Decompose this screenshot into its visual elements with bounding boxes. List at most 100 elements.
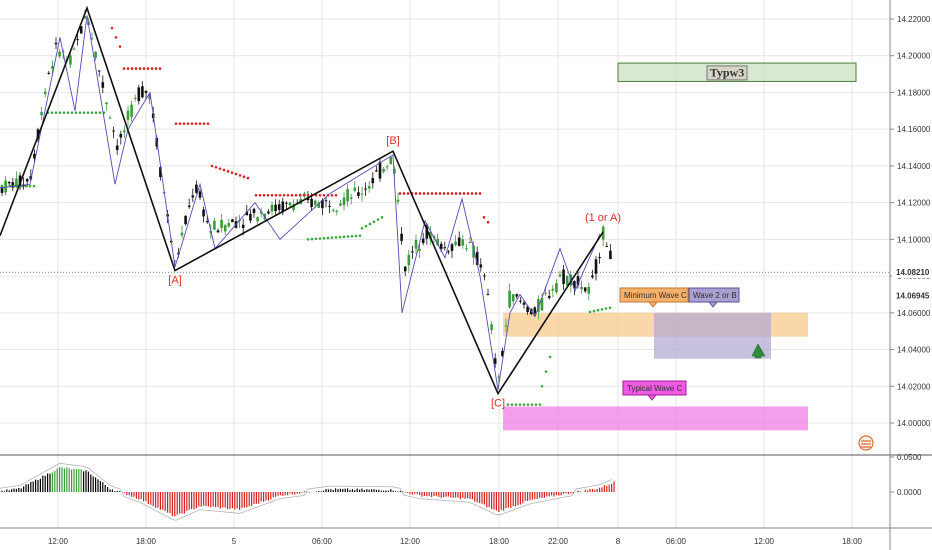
y-tick-label: 14.12000 — [897, 199, 931, 208]
sar-dot — [406, 192, 410, 195]
candle-body — [18, 175, 22, 187]
sar-dot — [74, 111, 78, 114]
candle-body — [33, 153, 36, 159]
sar-dot — [210, 164, 214, 168]
sar-dot — [330, 193, 334, 197]
sar-dot — [66, 111, 70, 114]
candle-body — [389, 156, 393, 165]
typw3-label-box — [706, 65, 748, 81]
sar-dot — [242, 175, 246, 179]
sar-dot — [434, 192, 438, 195]
candle-body — [511, 294, 515, 302]
candle-body — [393, 168, 396, 174]
sar-dot — [372, 220, 376, 224]
candle-body — [526, 306, 529, 312]
sar-dot — [450, 192, 454, 195]
elliott-waves — [0, 5, 604, 396]
candle-body — [180, 232, 184, 236]
sar-dot — [0, 184, 4, 188]
candle-body — [25, 179, 29, 182]
price-label: 14.08210 — [896, 268, 930, 277]
candle-body — [90, 38, 94, 40]
sar-dot — [478, 192, 482, 195]
callout-pointer — [707, 301, 719, 308]
sar-dot — [548, 355, 552, 359]
osc-tick-label: 0.0000 — [897, 488, 922, 497]
wave-labels: [A] [B] [C] (1 or A) — [168, 135, 621, 410]
candle-body — [173, 260, 177, 262]
candle-body — [411, 251, 414, 253]
candle-body — [267, 211, 270, 214]
sar-dot — [118, 45, 122, 48]
candle-body — [29, 175, 33, 180]
candle-body — [58, 51, 61, 57]
sar-dot — [114, 36, 118, 39]
candle-body — [54, 42, 58, 45]
price-label-box — [892, 266, 932, 279]
candle-body — [245, 211, 249, 216]
candle-body — [83, 16, 87, 19]
sar-dot — [534, 403, 538, 406]
sar-dot — [290, 193, 294, 197]
y-tick-label: 14.18000 — [897, 88, 931, 97]
candle-body — [472, 245, 475, 258]
callout-label: Typical Wave C — [627, 384, 682, 393]
sar-dot — [306, 193, 310, 197]
sar-dot — [270, 193, 274, 197]
candle-body — [292, 204, 295, 210]
candle-body — [504, 325, 508, 327]
wave-label: [A] — [168, 274, 181, 286]
candle-body — [490, 324, 493, 331]
sar-dot — [592, 309, 596, 313]
target-zones: Typw3 Minimum Wave C Wave 2 or B Typical Wa… — [503, 62, 857, 431]
candle-body — [598, 256, 601, 259]
sar-dot — [234, 172, 238, 176]
candle-body — [126, 110, 130, 120]
sar-dot — [350, 234, 354, 238]
sar-dot — [442, 192, 446, 195]
sar-dot — [474, 192, 478, 195]
sar-dot — [380, 216, 384, 219]
candle-body — [306, 197, 310, 201]
candle-body — [583, 287, 587, 292]
candle-body — [43, 91, 47, 95]
candle-body — [551, 288, 555, 291]
candle-body — [15, 178, 18, 188]
candle-body — [562, 269, 565, 284]
candle-body — [349, 197, 353, 199]
wave-label: (1 or A) — [585, 212, 621, 224]
sar-dot — [402, 192, 406, 195]
candle-body — [533, 307, 537, 314]
callout-label: Wave 2 or B — [693, 291, 737, 300]
candle-body — [421, 238, 425, 244]
candle-body — [213, 220, 216, 230]
candle-body — [364, 188, 367, 190]
sar-dot — [254, 193, 258, 197]
candle-body — [357, 192, 360, 196]
sar-dot — [158, 67, 162, 70]
sar-dot — [466, 192, 470, 195]
sar-dot — [600, 308, 604, 311]
up-arrow-icon — [751, 343, 766, 359]
candle-body — [486, 293, 490, 295]
sar-dot — [70, 111, 74, 114]
sar-dot — [278, 193, 282, 197]
sar-dot — [226, 170, 230, 173]
x-tick-label: 12:00 — [48, 537, 69, 546]
x-tick-label: 12:00 — [400, 537, 421, 546]
sar-dot — [430, 192, 434, 195]
candle-body — [40, 112, 43, 116]
candle-body — [522, 302, 526, 305]
y-tick-label: 14.02000 — [897, 382, 931, 391]
candle-body — [443, 247, 447, 249]
candle-body — [227, 223, 231, 227]
price-candles — [0, 9, 612, 384]
candle-body — [605, 246, 609, 248]
candle-body — [198, 191, 202, 198]
sar-dot — [358, 234, 362, 237]
sar-dot — [126, 67, 130, 70]
candle-body — [483, 275, 486, 277]
sar-dot — [122, 67, 126, 70]
candle-body — [97, 70, 101, 72]
